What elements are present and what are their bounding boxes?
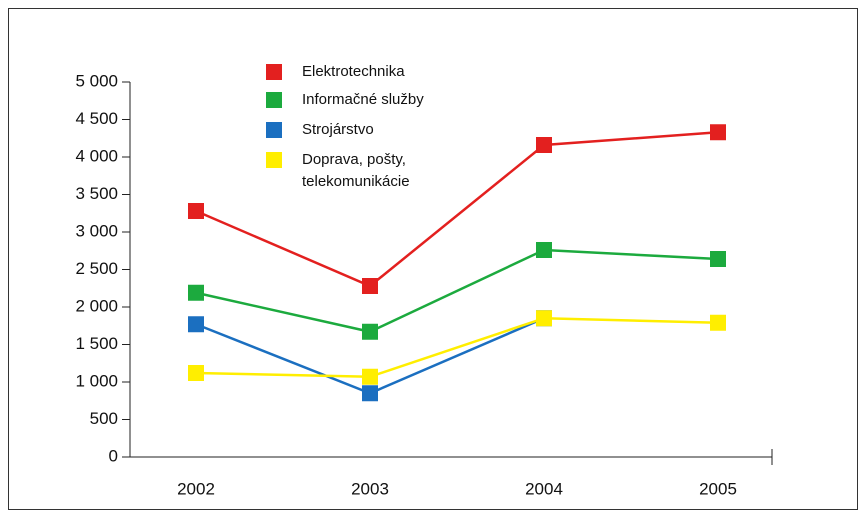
series-line xyxy=(195,248,719,334)
legend-label: Doprava, pošty, telekomunikácie xyxy=(302,151,410,190)
point-marker xyxy=(362,368,378,385)
y-tick-label: 5 000 xyxy=(75,71,118,90)
legend-label: Informačné služby xyxy=(302,91,424,108)
point-marker xyxy=(188,284,204,301)
x-tick-label: 2003 xyxy=(351,479,389,498)
point-marker xyxy=(536,242,552,258)
legend-label: Strojárstvo xyxy=(302,121,374,138)
y-tick-label: 4 000 xyxy=(75,146,118,165)
y-tick-label: 500 xyxy=(90,409,118,428)
y-tick-label: 2 000 xyxy=(75,296,118,315)
legend-label: Elektrotechnika xyxy=(302,63,405,80)
point-marker xyxy=(362,323,378,340)
y-tick-label: 3 000 xyxy=(75,221,118,240)
x-tick-label: 2004 xyxy=(525,479,563,498)
legend-swatch xyxy=(266,122,282,138)
legend-swatch xyxy=(266,64,282,80)
y-tick-label: 1 500 xyxy=(75,334,118,353)
point-marker xyxy=(710,251,726,267)
point-marker xyxy=(188,203,204,219)
y-tick-label: 3 500 xyxy=(75,184,118,203)
point-marker xyxy=(710,314,726,331)
x-tick-label: 2005 xyxy=(699,479,737,498)
x-tick-label: 2002 xyxy=(177,479,215,498)
point-marker xyxy=(362,278,378,294)
point-marker xyxy=(188,365,204,381)
y-tick-label: 4 500 xyxy=(75,109,118,128)
point-marker xyxy=(710,124,726,141)
y-tick-label: 0 xyxy=(109,446,118,465)
point-marker xyxy=(188,316,204,333)
point-marker xyxy=(536,137,552,153)
legend-swatch xyxy=(266,152,282,168)
point-marker xyxy=(362,385,378,402)
y-tick-label: 1 000 xyxy=(75,371,118,390)
series-line xyxy=(195,316,719,379)
series-line xyxy=(195,131,719,288)
legend-swatch xyxy=(266,92,282,108)
y-tick-label: 2 500 xyxy=(75,259,118,278)
frame xyxy=(8,8,858,510)
point-marker xyxy=(536,310,552,327)
